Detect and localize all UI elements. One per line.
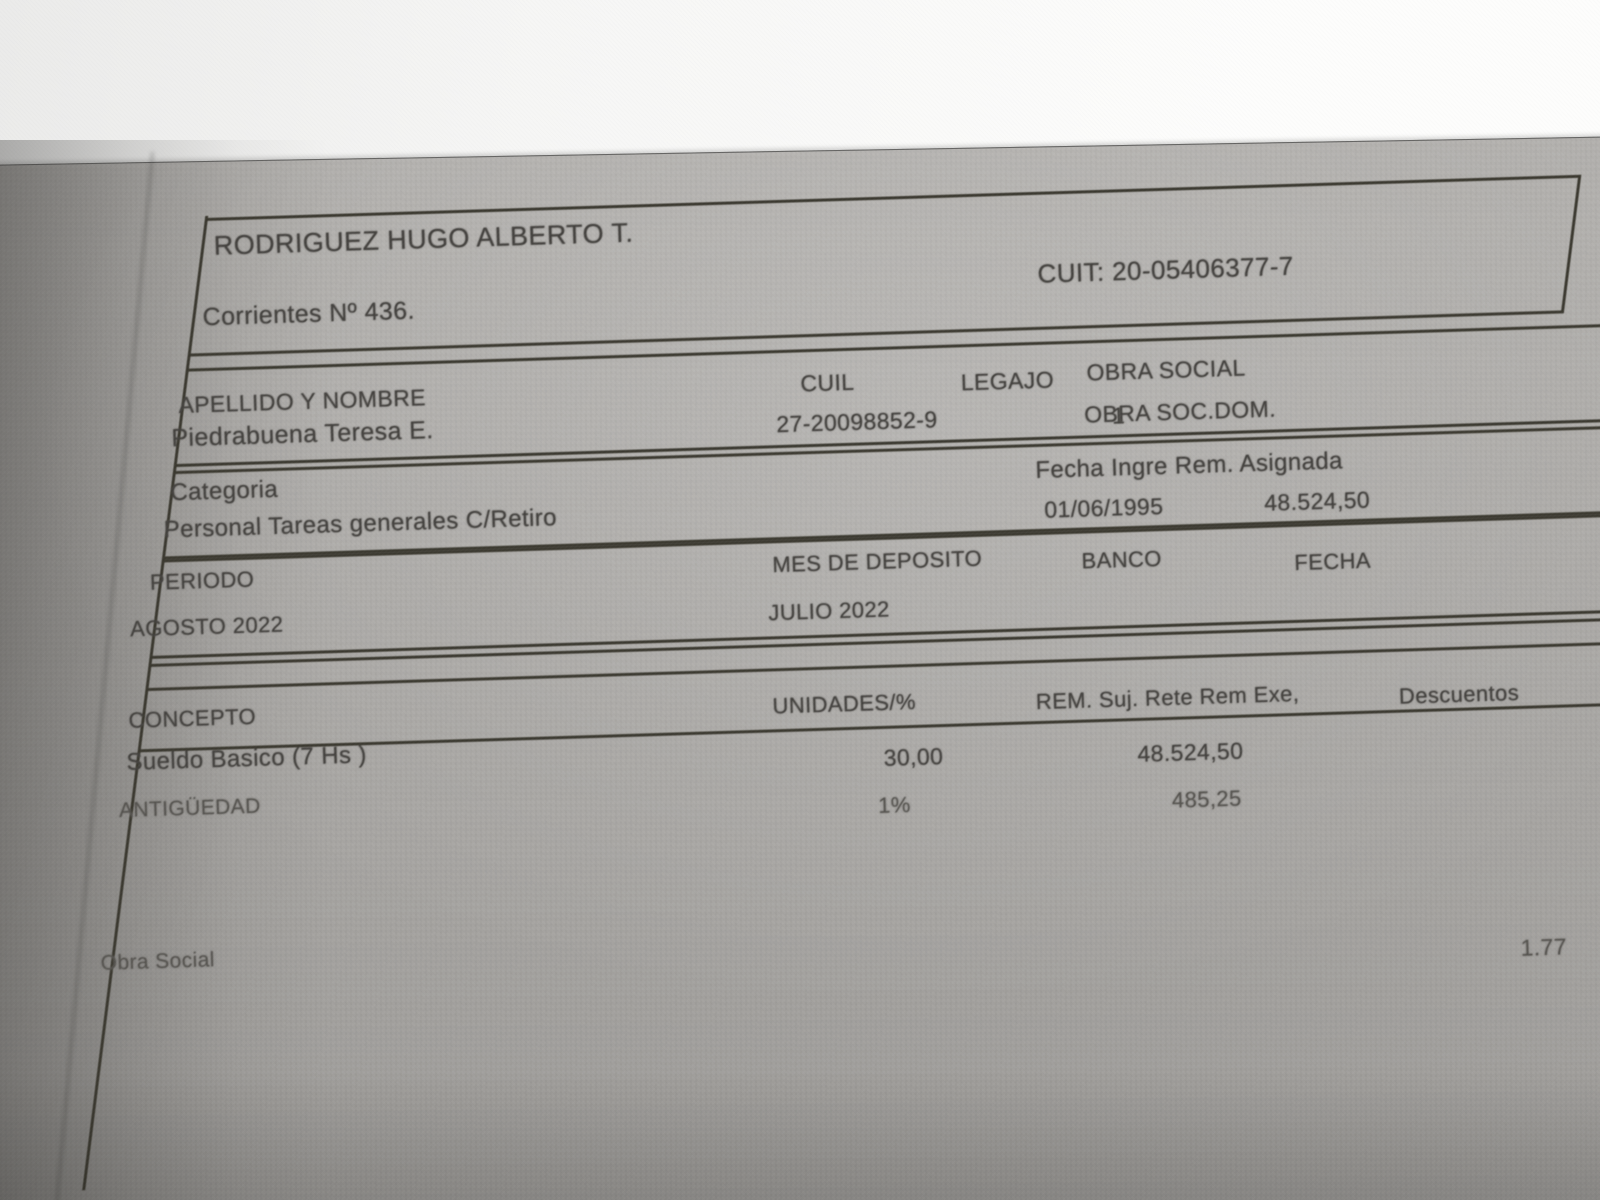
cuil-label: CUIL bbox=[799, 368, 855, 397]
descuentos-header: Descuentos bbox=[1398, 679, 1520, 709]
rem-header: REM. Suj. Rete Rem Exe, bbox=[1035, 680, 1300, 715]
obra-social-label: OBRA SOCIAL bbox=[1086, 354, 1246, 386]
concept-row-label: ANTIGÜEDAD bbox=[118, 794, 262, 822]
unidades-header: UNIDADES/% bbox=[772, 688, 917, 719]
legajo-label: LEGAJO bbox=[960, 366, 1055, 396]
concept-row-descuentos: 1.77 bbox=[1520, 933, 1568, 962]
concept-row-unidades: 1% bbox=[877, 792, 912, 819]
rem-asignada-value: 48.524,50 bbox=[1263, 486, 1371, 516]
mes-deposito-label: MES DE DEPOSITO bbox=[772, 545, 983, 578]
banco-label: BANCO bbox=[1081, 546, 1163, 574]
concept-row-rem: 485,25 bbox=[1171, 785, 1242, 813]
employer-address: Corrientes Nº 436. bbox=[202, 296, 416, 332]
cuil-value: 27-20098852-9 bbox=[775, 406, 938, 438]
fecha-ingreso-value: 01/06/1995 bbox=[1043, 493, 1164, 523]
employer-name: RODRIGUEZ HUGO ALBERTO T. bbox=[213, 217, 634, 261]
concepto-header: CONCEPTO bbox=[128, 703, 257, 733]
concept-row-rem: 48.524,50 bbox=[1136, 737, 1244, 767]
payslip-table: RODRIGUEZ HUGO ALBERTO T. CUIT: 20-05406… bbox=[80, 170, 1600, 1200]
categoria-label: Categoria bbox=[170, 475, 279, 507]
fecha-label: FECHA bbox=[1293, 547, 1372, 575]
concept-row-label: Obra Social bbox=[100, 948, 216, 975]
employee-name-label: APELLIDO Y NOMBRE bbox=[178, 384, 427, 418]
concept-row-unidades: 30,00 bbox=[883, 743, 944, 771]
periodo-value: AGOSTO 2022 bbox=[129, 611, 284, 642]
mes-deposito-value: JULIO 2022 bbox=[767, 596, 891, 626]
employee-name-value: Piedrabuena Teresa E. bbox=[170, 415, 435, 453]
periodo-label: PERIODO bbox=[149, 566, 255, 595]
fecha-ingre-rem-label: Fecha Ingre Rem. Asignada bbox=[1034, 447, 1344, 485]
obra-social-value: OBRA SOC.DOM. bbox=[1083, 395, 1277, 428]
employer-cuit: CUIT: 20-05406377-7 bbox=[1037, 250, 1295, 289]
categoria-value: Personal Tareas generales C/Retiro bbox=[163, 504, 558, 544]
